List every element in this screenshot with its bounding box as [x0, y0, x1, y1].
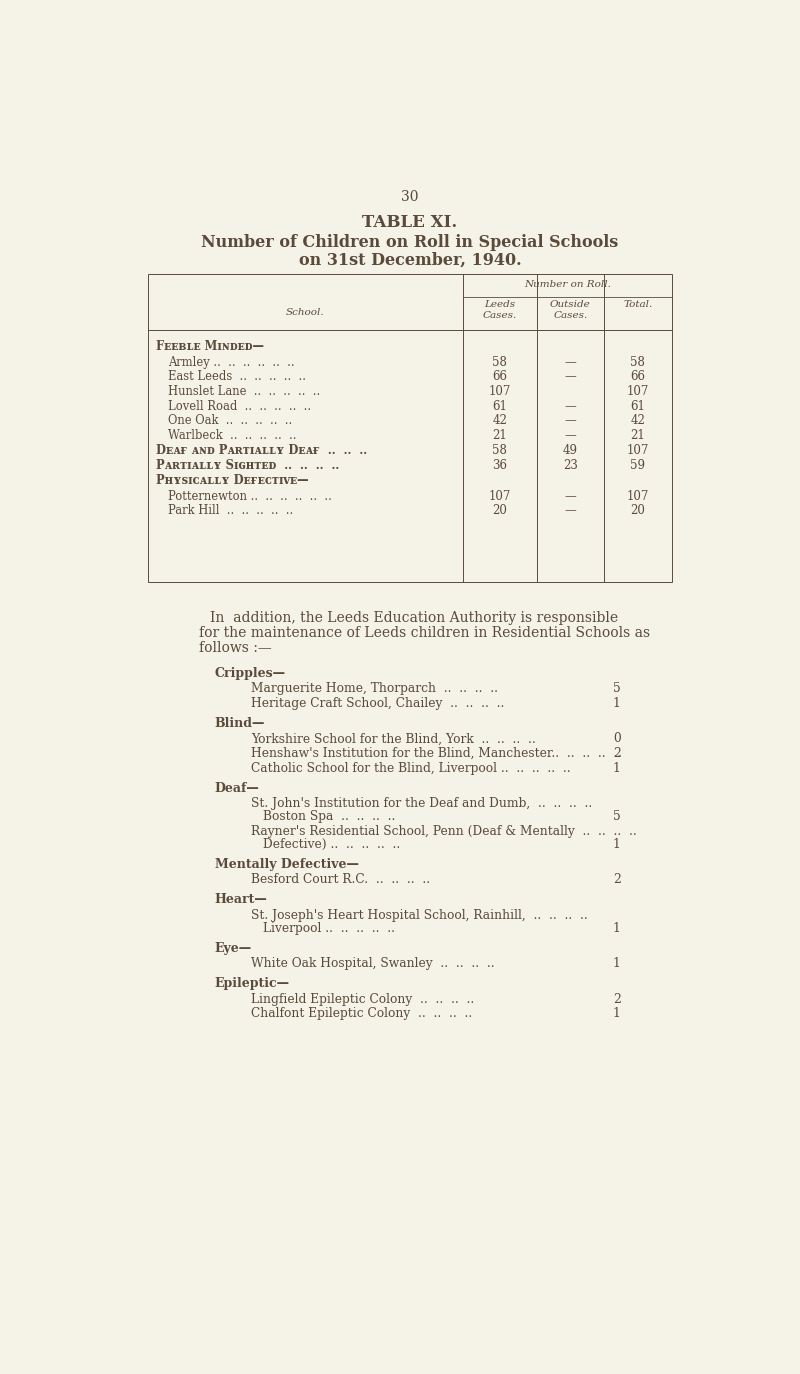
- Text: TABLE XI.: TABLE XI.: [362, 214, 458, 231]
- Text: follows :—: follows :—: [199, 640, 272, 655]
- Text: 107: 107: [489, 489, 511, 503]
- Text: Deaf—: Deaf—: [214, 782, 259, 794]
- Text: Pʜʏsɪᴄᴀʟʟʏ Dᴇғᴇᴄᴛɪᴠᴇ—: Pʜʏsɪᴄᴀʟʟʏ Dᴇғᴇᴄᴛɪᴠᴇ—: [156, 474, 309, 488]
- Text: 5: 5: [613, 683, 621, 695]
- Text: 2: 2: [613, 992, 621, 1006]
- Text: 1: 1: [613, 1007, 621, 1021]
- Text: Armley ..  ..  ..  ..  ..  ..: Armley .. .. .. .. .. ..: [168, 356, 295, 368]
- Text: Chalfont Epileptic Colony  ..  ..  ..  ..: Chalfont Epileptic Colony .. .. .. ..: [251, 1007, 472, 1021]
- Text: 42: 42: [493, 415, 507, 427]
- Text: In  addition, the Leeds Education Authority is responsible: In addition, the Leeds Education Authori…: [210, 611, 618, 625]
- Bar: [148, 275, 672, 583]
- Text: 107: 107: [626, 489, 649, 503]
- Text: 107: 107: [626, 385, 649, 398]
- Text: 107: 107: [489, 385, 511, 398]
- Text: 36: 36: [493, 459, 507, 473]
- Text: Marguerite Home, Thorparch  ..  ..  ..  ..: Marguerite Home, Thorparch .. .. .. ..: [251, 683, 498, 695]
- Text: —: —: [565, 489, 576, 503]
- Text: Total.: Total.: [623, 301, 653, 309]
- Text: 66: 66: [630, 371, 646, 383]
- Text: 21: 21: [493, 429, 507, 442]
- Text: Eye—: Eye—: [214, 941, 252, 955]
- Text: Pᴀʀᴛɪᴀʟʟʏ Sɪɢʜᴛᴇᴅ  ..  ..  ..  ..: Pᴀʀᴛɪᴀʟʟʏ Sɪɢʜᴛᴇᴅ .. .. .. ..: [156, 459, 339, 473]
- Text: St. Joseph's Heart Hospital School, Rainhill,  ..  ..  ..  ..: St. Joseph's Heart Hospital School, Rain…: [251, 908, 588, 922]
- Text: Number of Children on Roll in Special Schools: Number of Children on Roll in Special Sc…: [202, 234, 618, 251]
- Text: Yorkshire School for the Blind, York  ..  ..  ..  ..: Yorkshire School for the Blind, York .. …: [251, 732, 536, 745]
- Text: Outside
Cases.: Outside Cases.: [550, 301, 590, 320]
- Text: 59: 59: [630, 459, 646, 473]
- Text: Park Hill  ..  ..  ..  ..  ..: Park Hill .. .. .. .. ..: [168, 504, 294, 518]
- Text: White Oak Hospital, Swanley  ..  ..  ..  ..: White Oak Hospital, Swanley .. .. .. ..: [251, 958, 494, 970]
- Text: 30: 30: [402, 190, 418, 203]
- Text: 66: 66: [493, 371, 507, 383]
- Text: —: —: [565, 356, 576, 368]
- Text: Lingfield Epileptic Colony  ..  ..  ..  ..: Lingfield Epileptic Colony .. .. .. ..: [251, 992, 474, 1006]
- Text: School.: School.: [286, 308, 325, 317]
- Text: Leeds
Cases.: Leeds Cases.: [482, 301, 517, 320]
- Text: Fᴇᴇʙʟᴇ Mɪɴᴅᴇᴅ—: Fᴇᴇʙʟᴇ Mɪɴᴅᴇᴅ—: [156, 341, 264, 353]
- Text: 58: 58: [630, 356, 646, 368]
- Text: —: —: [565, 504, 576, 518]
- Text: Blind—: Blind—: [214, 717, 265, 730]
- Text: 0: 0: [613, 732, 621, 745]
- Text: Epileptic—: Epileptic—: [214, 977, 290, 991]
- Text: Hunslet Lane  ..  ..  ..  ..  ..: Hunslet Lane .. .. .. .. ..: [168, 385, 321, 398]
- Text: —: —: [565, 429, 576, 442]
- Text: 1: 1: [613, 922, 621, 934]
- Text: 49: 49: [563, 444, 578, 456]
- Text: 21: 21: [630, 429, 646, 442]
- Text: Heritage Craft School, Chailey  ..  ..  ..  ..: Heritage Craft School, Chailey .. .. .. …: [251, 697, 505, 710]
- Text: 1: 1: [613, 838, 621, 851]
- Text: Potternewton ..  ..  ..  ..  ..  ..: Potternewton .. .. .. .. .. ..: [168, 489, 332, 503]
- Text: Dᴇᴀғ ᴀɴᴅ Pᴀʀᴛɪᴀʟʟʏ Dᴇᴀғ  ..  ..  ..: Dᴇᴀғ ᴀɴᴅ Pᴀʀᴛɪᴀʟʟʏ Dᴇᴀғ .. .. ..: [156, 444, 367, 456]
- Text: 107: 107: [626, 444, 649, 456]
- Text: Liverpool ..  ..  ..  ..  ..: Liverpool .. .. .. .. ..: [262, 922, 394, 934]
- Text: on 31st December, 1940.: on 31st December, 1940.: [298, 251, 522, 268]
- Text: Henshaw's Institution for the Blind, Manchester..  ..  ..  ..  ..: Henshaw's Institution for the Blind, Man…: [251, 747, 622, 760]
- Text: 61: 61: [493, 400, 507, 412]
- Text: 58: 58: [493, 356, 507, 368]
- Text: 42: 42: [630, 415, 646, 427]
- Text: East Leeds  ..  ..  ..  ..  ..: East Leeds .. .. .. .. ..: [168, 371, 306, 383]
- Text: 23: 23: [563, 459, 578, 473]
- Text: 20: 20: [493, 504, 507, 518]
- Text: 2: 2: [613, 874, 621, 886]
- Text: for the maintenance of Leeds children in Residential Schools as: for the maintenance of Leeds children in…: [199, 627, 650, 640]
- Text: Defective) ..  ..  ..  ..  ..: Defective) .. .. .. .. ..: [262, 838, 400, 851]
- Text: Catholic School for the Blind, Liverpool ..  ..  ..  ..  ..: Catholic School for the Blind, Liverpool…: [251, 761, 570, 775]
- Text: —: —: [565, 371, 576, 383]
- Text: 2: 2: [613, 747, 621, 760]
- Text: Warlbeck  ..  ..  ..  ..  ..: Warlbeck .. .. .. .. ..: [168, 429, 297, 442]
- Text: —: —: [565, 415, 576, 427]
- Text: Mentally Defective—: Mentally Defective—: [214, 857, 358, 871]
- Text: 5: 5: [613, 811, 621, 823]
- Text: Heart—: Heart—: [214, 893, 267, 907]
- Text: Besford Court R.C.  ..  ..  ..  ..: Besford Court R.C. .. .. .. ..: [251, 874, 430, 886]
- Text: 1: 1: [613, 697, 621, 710]
- Text: Lovell Road  ..  ..  ..  ..  ..: Lovell Road .. .. .. .. ..: [168, 400, 311, 412]
- Text: Boston Spa  ..  ..  ..  ..: Boston Spa .. .. .. ..: [262, 811, 395, 823]
- Text: 1: 1: [613, 761, 621, 775]
- Text: Number on Roll.: Number on Roll.: [524, 280, 610, 290]
- Text: 1: 1: [613, 958, 621, 970]
- Text: Cripples—: Cripples—: [214, 666, 286, 680]
- Text: St. John's Institution for the Deaf and Dumb,  ..  ..  ..  ..: St. John's Institution for the Deaf and …: [251, 797, 592, 811]
- Text: 20: 20: [630, 504, 646, 518]
- Text: One Oak  ..  ..  ..  ..  ..: One Oak .. .. .. .. ..: [168, 415, 293, 427]
- Text: 58: 58: [493, 444, 507, 456]
- Text: 61: 61: [630, 400, 646, 412]
- Text: —: —: [565, 400, 576, 412]
- Text: Rayner's Residential School, Penn (Deaf & Mentally  ..  ..  ..  ..: Rayner's Residential School, Penn (Deaf …: [251, 824, 637, 838]
